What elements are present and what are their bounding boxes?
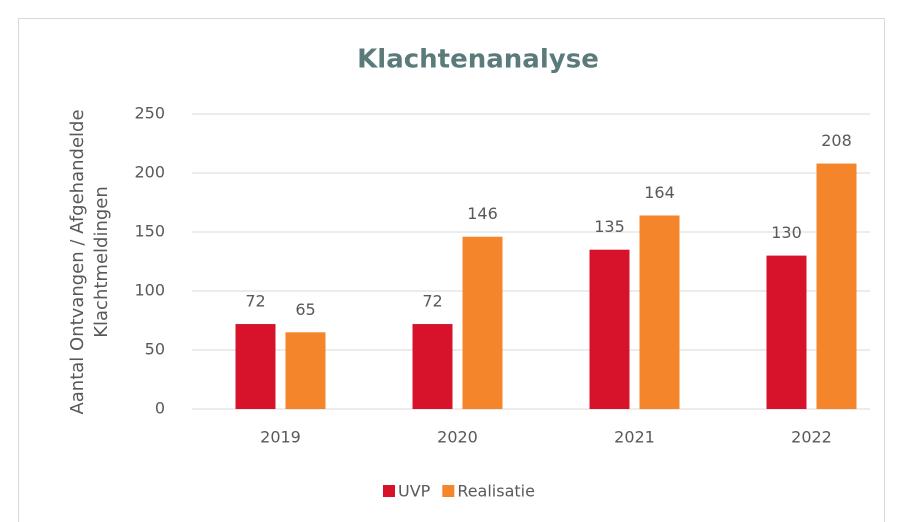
bar bbox=[235, 324, 276, 409]
data-label: 130 bbox=[771, 223, 802, 242]
data-label: 65 bbox=[295, 300, 315, 319]
y-axis-title: Klachtmeldingen bbox=[91, 186, 112, 338]
legend-label: UVP bbox=[398, 482, 431, 501]
bar bbox=[816, 163, 857, 409]
x-tick-label: 2019 bbox=[260, 428, 301, 447]
y-axis-title: Aantal Ontvangen / Afgehandelde bbox=[67, 109, 88, 414]
y-tick-label: 200 bbox=[134, 163, 165, 182]
data-label: 146 bbox=[467, 204, 498, 223]
chart-title: Klachtenanalyse bbox=[357, 45, 599, 75]
y-tick-label: 150 bbox=[134, 222, 165, 241]
bar bbox=[639, 215, 680, 409]
y-tick-label: 0 bbox=[155, 399, 165, 418]
legend-swatch bbox=[383, 485, 395, 497]
x-tick-label: 2021 bbox=[614, 428, 655, 447]
y-tick-label: 100 bbox=[134, 281, 165, 300]
bar bbox=[589, 249, 630, 409]
bar bbox=[462, 236, 503, 409]
bar bbox=[285, 332, 326, 409]
data-label: 72 bbox=[422, 292, 442, 311]
x-tick-label: 2022 bbox=[791, 428, 832, 447]
legend-label: Realisatie bbox=[457, 482, 535, 501]
y-tick-label: 250 bbox=[134, 104, 165, 123]
bar bbox=[412, 324, 453, 409]
legend-swatch bbox=[442, 485, 455, 497]
data-label: 208 bbox=[821, 131, 852, 150]
y-tick-label: 50 bbox=[145, 340, 165, 359]
bar bbox=[766, 255, 807, 409]
data-label: 72 bbox=[245, 292, 265, 311]
data-label: 164 bbox=[644, 183, 675, 202]
x-tick-label: 2020 bbox=[437, 428, 478, 447]
data-label: 135 bbox=[594, 217, 625, 236]
chart-border bbox=[18, 18, 885, 522]
